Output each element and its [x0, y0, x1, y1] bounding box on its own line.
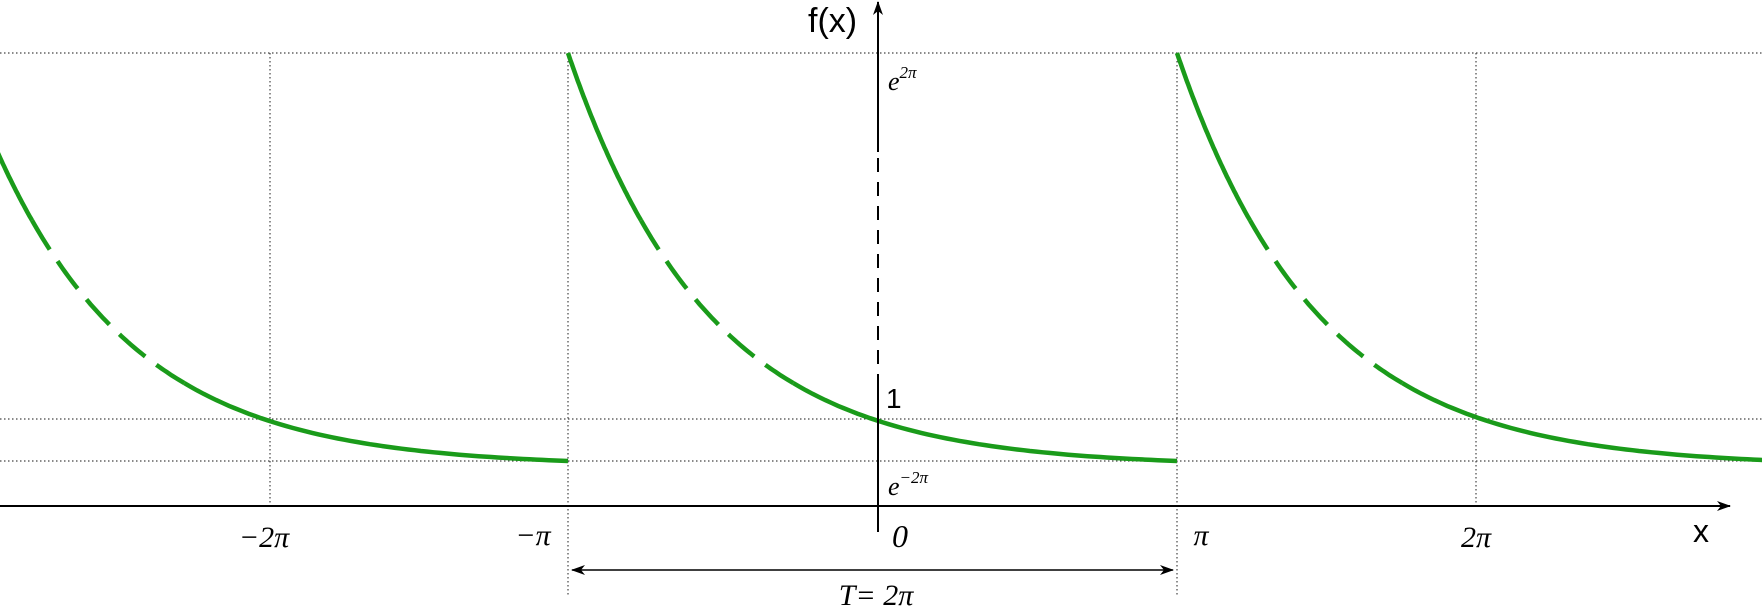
curves — [0, 52, 1762, 464]
y-label: e−2π — [888, 468, 929, 501]
curve — [1174, 52, 1253, 222]
x-axis-label: x — [1693, 513, 1709, 549]
x-label: −2π — [239, 521, 290, 554]
y-label: e2π — [888, 63, 917, 96]
x-label: −π — [515, 519, 551, 552]
y-label: 1 — [886, 383, 902, 414]
label-base: e — [888, 67, 900, 96]
curve — [639, 219, 795, 386]
label-base: e — [888, 472, 900, 501]
label-exponent: −2π — [900, 468, 929, 487]
curve — [30, 219, 186, 386]
curve — [0, 152, 35, 222]
y-axis-label: f(x) — [808, 2, 857, 40]
curve — [183, 381, 569, 464]
x-label: 2π — [1461, 521, 1492, 554]
curve — [1401, 381, 1762, 463]
guides — [0, 52, 1762, 596]
x-label: π — [1193, 519, 1209, 552]
curve — [792, 381, 1178, 464]
x-label: 0 — [892, 518, 908, 554]
curve — [1248, 219, 1404, 386]
period-label: T= 2π — [839, 579, 914, 609]
curve — [565, 52, 644, 222]
label-exponent: 2π — [900, 63, 918, 82]
